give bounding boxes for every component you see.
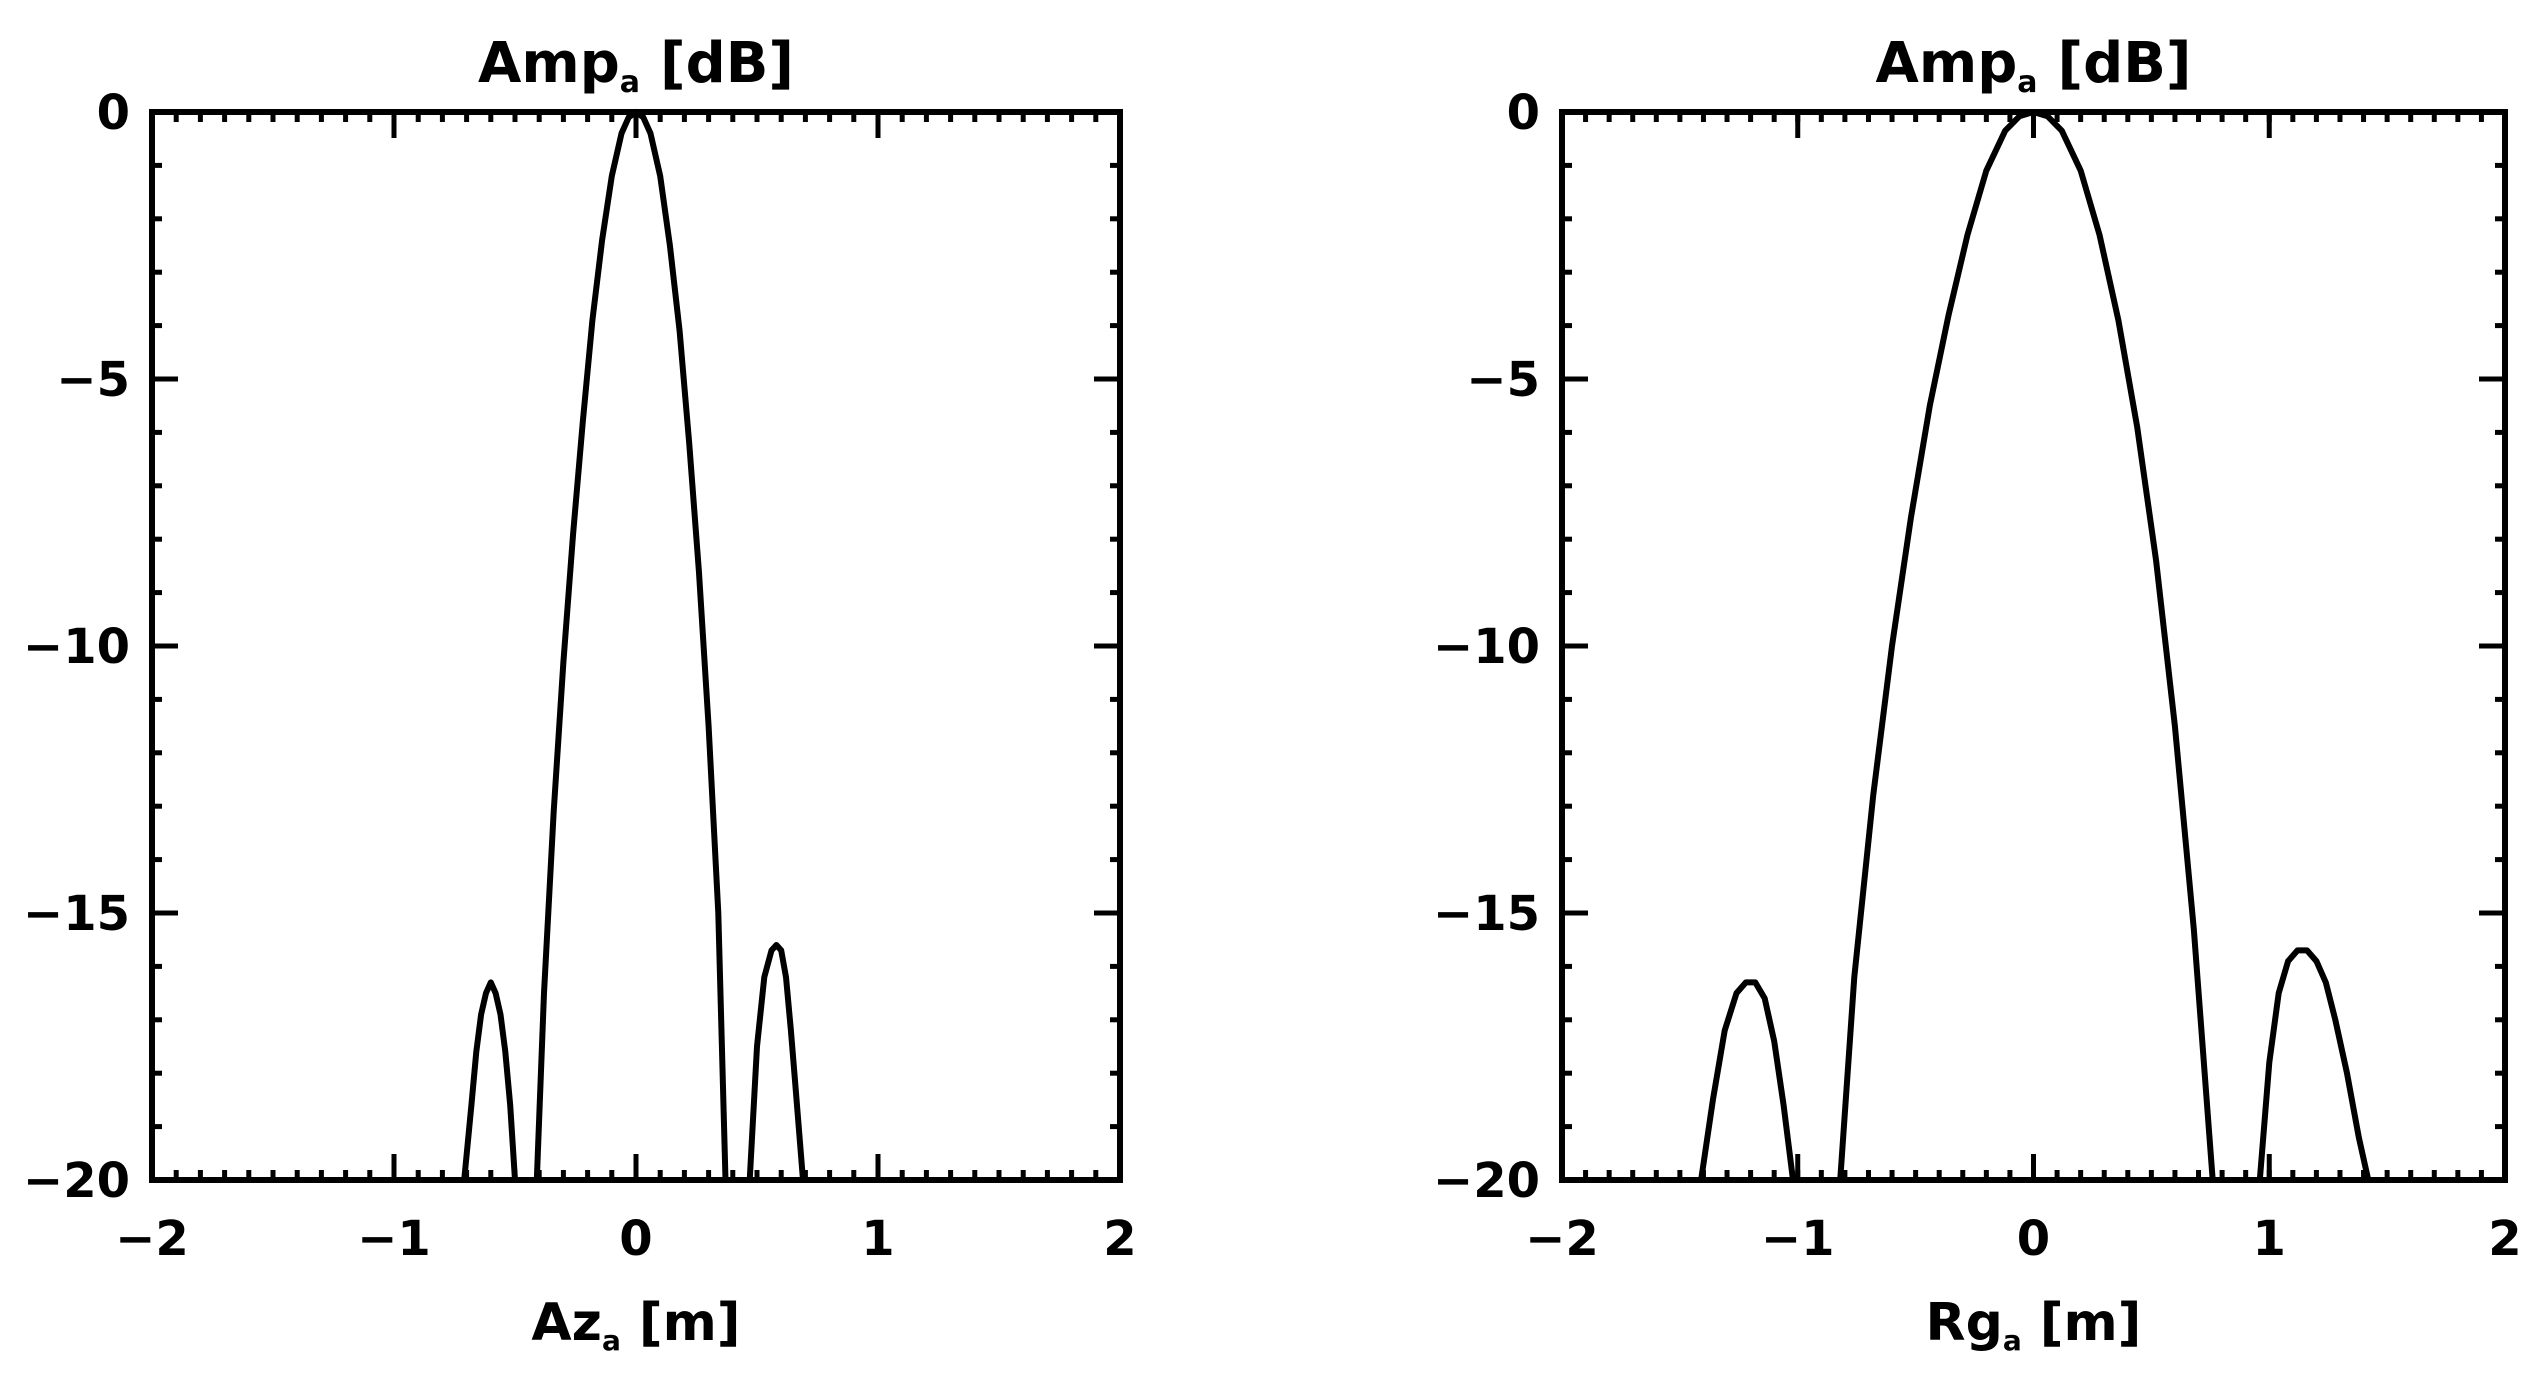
y-tick-label: 0 bbox=[97, 85, 130, 141]
plot-frame bbox=[149, 109, 1123, 1183]
y-tick-label: −15 bbox=[23, 886, 130, 942]
y-tick-label: −20 bbox=[1433, 1153, 1540, 1209]
x-tick-label: −2 bbox=[1525, 1211, 1599, 1267]
y-tick-label: −20 bbox=[23, 1153, 130, 1209]
x-tick-label: 2 bbox=[2488, 1211, 2521, 1267]
y-tick-label: 0 bbox=[1507, 85, 1540, 141]
plot-title: Ampa [dB] bbox=[478, 31, 794, 100]
xlabel-subscript: a bbox=[602, 1324, 621, 1357]
azimuth-plot: Ampa [dB] Aza [m] −2 −1 0 1 20−5−10−15−20 bbox=[23, 31, 1137, 1357]
y-tick-label: −10 bbox=[1433, 619, 1540, 675]
response-curve-lobe-1 bbox=[1837, 109, 2216, 1183]
xlabel-main: Az bbox=[531, 1293, 602, 1353]
y-tick-label: −5 bbox=[56, 352, 130, 408]
x-tick-label: 2 bbox=[1103, 1211, 1136, 1267]
xlabel-unit: [m] bbox=[2040, 1293, 2142, 1353]
title-main: Amp bbox=[478, 31, 620, 96]
response-curve-lobe-1 bbox=[533, 109, 729, 1183]
title-unit: [dB] bbox=[660, 31, 794, 96]
title-unit: [dB] bbox=[2058, 31, 2192, 96]
response-curve-lobe-0 bbox=[461, 979, 518, 1183]
title-main: Amp bbox=[1876, 31, 2018, 96]
y-tick-label: −15 bbox=[1433, 886, 1540, 942]
x-tick-label: 0 bbox=[2017, 1211, 2050, 1267]
xlabel-unit: [m] bbox=[639, 1293, 741, 1353]
plot-frame bbox=[1559, 109, 2508, 1183]
title-subscript: a bbox=[620, 65, 640, 100]
response-curve-lobe-0 bbox=[1698, 979, 1796, 1183]
y-tick-label: −10 bbox=[23, 619, 130, 675]
x-tick-label: −1 bbox=[357, 1211, 431, 1267]
x-tick-label: −1 bbox=[1761, 1211, 1835, 1267]
x-axis-label: Rga [m] bbox=[1926, 1293, 2142, 1357]
xlabel-subscript: a bbox=[2003, 1324, 2022, 1357]
response-curve-lobe-2 bbox=[746, 942, 806, 1183]
x-tick-label: 1 bbox=[2253, 1211, 2286, 1267]
range-plot: Ampa [dB] Rga [m] −2 −1 0 1 20−5−10−15−20 bbox=[1433, 31, 2522, 1357]
x-tick-label: 0 bbox=[619, 1211, 652, 1267]
y-tick-label: −5 bbox=[1466, 352, 1540, 408]
plot-title: Ampa [dB] bbox=[1876, 31, 2192, 100]
response-curve-lobe-2 bbox=[2256, 947, 2372, 1183]
x-tick-label: −2 bbox=[115, 1211, 189, 1267]
title-subscript: a bbox=[2017, 65, 2037, 100]
x-axis-label: Aza [m] bbox=[531, 1293, 740, 1357]
xlabel-main: Rg bbox=[1926, 1293, 2003, 1353]
x-tick-label: 1 bbox=[861, 1211, 894, 1267]
